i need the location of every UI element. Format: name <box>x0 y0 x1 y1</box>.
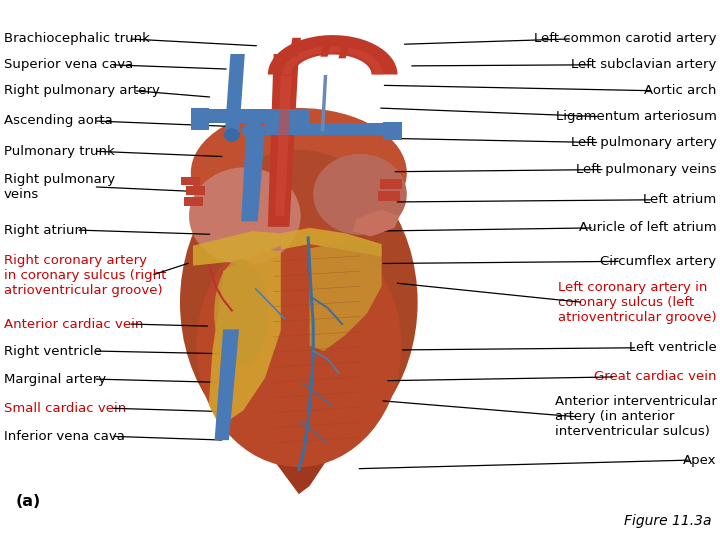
Polygon shape <box>191 108 209 130</box>
Polygon shape <box>282 46 383 75</box>
Text: Apex: Apex <box>683 454 716 467</box>
Polygon shape <box>320 43 331 57</box>
Text: Left pulmonary artery: Left pulmonary artery <box>571 136 716 149</box>
Ellipse shape <box>180 151 418 454</box>
Text: Ligamentum arteriosum: Ligamentum arteriosum <box>556 110 716 123</box>
Text: Right ventricle: Right ventricle <box>4 345 102 357</box>
Polygon shape <box>206 109 310 123</box>
Polygon shape <box>265 123 392 135</box>
Text: Aortic arch: Aortic arch <box>644 84 716 97</box>
Polygon shape <box>380 179 402 189</box>
Text: Left common carotid artery: Left common carotid artery <box>534 32 716 45</box>
Text: Left coronary artery in
coronary sulcus (left
atrioventricular groove): Left coronary artery in coronary sulcus … <box>558 281 716 324</box>
Text: Pulmonary trunk: Pulmonary trunk <box>4 145 114 158</box>
Ellipse shape <box>215 259 269 367</box>
Text: Left pulmonary veins: Left pulmonary veins <box>576 163 716 176</box>
Polygon shape <box>289 38 301 57</box>
Text: Right atrium: Right atrium <box>4 224 87 237</box>
Text: Small cardiac vein: Small cardiac vein <box>4 402 126 415</box>
Polygon shape <box>215 329 239 440</box>
Ellipse shape <box>180 150 418 455</box>
Polygon shape <box>225 54 245 135</box>
Text: (a): (a) <box>16 494 41 509</box>
Ellipse shape <box>313 154 407 235</box>
Polygon shape <box>184 197 203 206</box>
Polygon shape <box>353 210 400 237</box>
Ellipse shape <box>242 123 266 138</box>
Text: Auricle of left atrium: Auricle of left atrium <box>579 221 716 234</box>
Text: Superior vena cava: Superior vena cava <box>4 58 133 71</box>
Text: Left ventricle: Left ventricle <box>629 341 716 354</box>
Ellipse shape <box>224 128 240 141</box>
Text: Right pulmonary artery: Right pulmonary artery <box>4 84 159 97</box>
Text: Left subclavian artery: Left subclavian artery <box>571 58 716 71</box>
Ellipse shape <box>196 224 402 467</box>
Text: Figure 11.3a: Figure 11.3a <box>624 514 711 528</box>
Text: Ascending aorta: Ascending aorta <box>4 114 112 127</box>
Text: Great cardiac vein: Great cardiac vein <box>594 370 716 383</box>
Ellipse shape <box>191 108 407 238</box>
Polygon shape <box>186 186 205 195</box>
Polygon shape <box>281 228 382 256</box>
Polygon shape <box>193 231 281 266</box>
Text: Anterior cardiac vein: Anterior cardiac vein <box>4 318 143 330</box>
Text: Inferior vena cava: Inferior vena cava <box>4 430 125 443</box>
Polygon shape <box>181 177 200 185</box>
Polygon shape <box>241 130 265 221</box>
Text: Anterior interventricular
artery (in anterior
interventricular sulcus): Anterior interventricular artery (in ant… <box>554 395 716 438</box>
Ellipse shape <box>189 167 301 265</box>
Polygon shape <box>338 46 349 58</box>
Polygon shape <box>383 122 402 140</box>
Polygon shape <box>268 35 397 75</box>
Text: Right coronary artery
in coronary sulcus (right
atrioventricular groove): Right coronary artery in coronary sulcus… <box>4 254 166 297</box>
Polygon shape <box>209 249 281 427</box>
Text: Left atrium: Left atrium <box>643 193 716 206</box>
Text: Brachiocephalic trunk: Brachiocephalic trunk <box>4 32 150 45</box>
Text: Circumflex artery: Circumflex artery <box>600 255 716 268</box>
Text: Right pulmonary
veins: Right pulmonary veins <box>4 173 114 201</box>
Polygon shape <box>268 54 299 227</box>
Polygon shape <box>245 421 353 494</box>
Text: Marginal artery: Marginal artery <box>4 373 106 386</box>
Polygon shape <box>378 191 400 201</box>
Polygon shape <box>275 76 292 216</box>
Polygon shape <box>310 240 382 351</box>
